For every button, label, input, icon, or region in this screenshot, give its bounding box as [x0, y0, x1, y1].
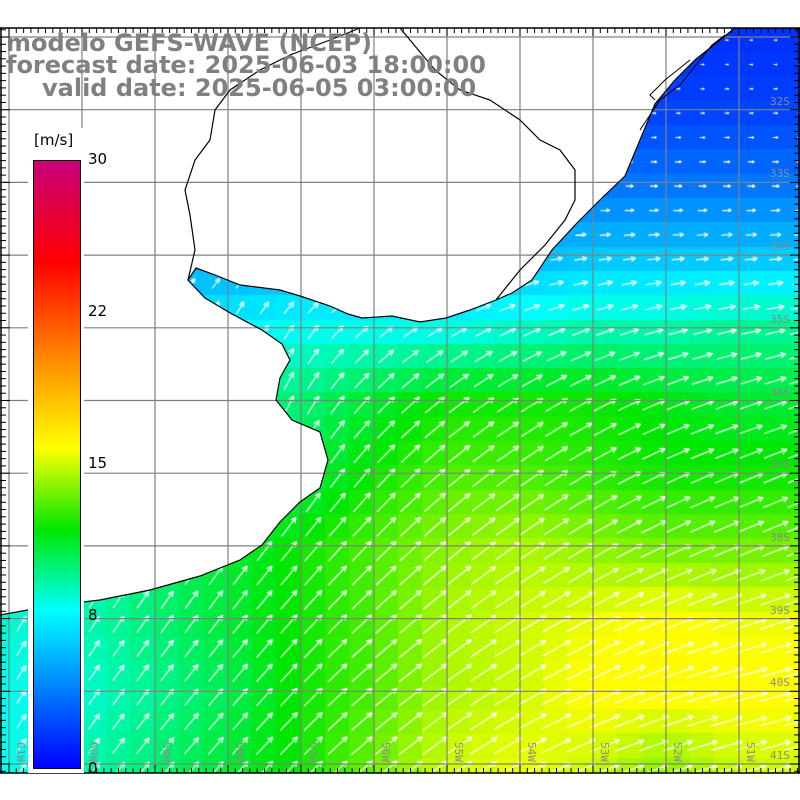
title-valid-date: valid date: 2025-06-05 03:00:00: [42, 74, 477, 102]
longitude-label: 55W: [452, 742, 465, 762]
colorbar: [32, 159, 82, 770]
colorbar-unit: [m/s]: [34, 131, 74, 149]
longitude-label: 56W: [379, 742, 392, 762]
latitude-label: 36S: [770, 385, 790, 399]
latitude-label: 35S: [770, 312, 790, 326]
longitude-label: 57W: [306, 742, 319, 762]
latitude-label: 33S: [770, 167, 790, 181]
coastline: [0, 27, 736, 616]
latitude-label: 39S: [770, 603, 790, 617]
colorbar-tick-8: 8: [88, 606, 98, 624]
longitude-label: 52W: [671, 742, 684, 762]
latitude-label: 41S: [770, 749, 790, 762]
longitude-label: 58W: [233, 742, 246, 762]
longitude-label: 53W: [598, 742, 611, 762]
title-forecast-date: forecast date: 2025-06-03 18:00:00: [6, 51, 486, 79]
colorbar-tick-30: 30: [88, 150, 108, 168]
latitude-label: 40S: [770, 676, 790, 690]
latitude-label: 32S: [770, 94, 790, 108]
longitude-label: 51W: [744, 742, 757, 762]
lagoon-coastline: [639, 34, 726, 131]
longitude-label: 59W: [160, 742, 173, 762]
colorbar-tick-0: 0: [88, 759, 98, 777]
graticule: [0, 28, 800, 773]
latitude-label: 37S: [770, 458, 790, 472]
title-model: modelo GEFS-WAVE (NCEP): [6, 29, 372, 57]
longitude-label: 61W: [14, 742, 27, 762]
latitude-label: 34S: [770, 240, 790, 254]
map-frame: [0, 27, 800, 774]
colorbar-tick-15: 15: [88, 454, 108, 472]
latitude-label: 38S: [770, 530, 790, 544]
colorbar-tick-22: 22: [88, 302, 108, 320]
longitude-label: 54W: [525, 742, 538, 762]
